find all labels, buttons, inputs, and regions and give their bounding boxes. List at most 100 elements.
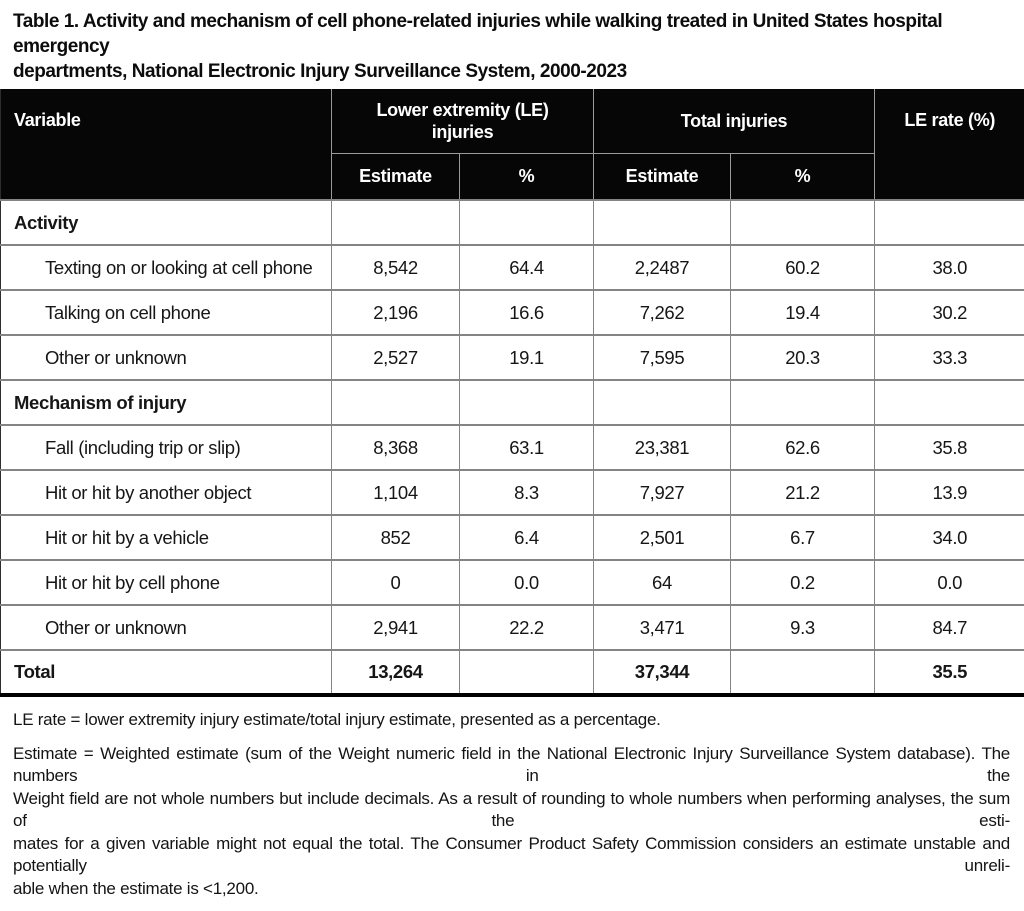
- row-label: Other or unknown: [1, 605, 332, 650]
- le-estimate-cell: 2,196: [332, 290, 460, 335]
- footnote-le-rate: LE rate = lower extremity injury estimat…: [13, 709, 1010, 732]
- le-rate-cell: 34.0: [875, 515, 1024, 560]
- column-group-le-injuries: Lower extremity (LE) injuries: [332, 89, 594, 153]
- section-row-mechanism: Mechanism of injury: [1, 380, 1024, 425]
- total-percent-cell: 20.3: [731, 335, 875, 380]
- le-percent-cell: [460, 200, 594, 245]
- total-estimate-cell: 23,381: [594, 425, 731, 470]
- table-row-fall: Fall (including trip or slip) 8,368 63.1…: [1, 425, 1024, 470]
- le-rate-cell: 0.0: [875, 560, 1024, 605]
- total-percent-cell: 6.7: [731, 515, 875, 560]
- le-percent-cell: [460, 650, 594, 695]
- table-body: Activity Texting on or looking at cell p…: [1, 200, 1024, 695]
- le-percent-cell: 8.3: [460, 470, 594, 515]
- le-estimate-cell: [332, 380, 460, 425]
- row-label: Fall (including trip or slip): [1, 425, 332, 470]
- le-estimate-cell: 1,104: [332, 470, 460, 515]
- column-header-le-rate: LE rate (%): [875, 89, 1024, 200]
- total-percent-cell: [731, 650, 875, 695]
- le-rate-cell: 84.7: [875, 605, 1024, 650]
- table-row-total: Total 13,264 37,344 35.5: [1, 650, 1024, 695]
- total-percent-cell: 0.2: [731, 560, 875, 605]
- total-percent-cell: 21.2: [731, 470, 875, 515]
- total-estimate-cell: 64: [594, 560, 731, 605]
- total-label: Total: [1, 650, 332, 695]
- le-estimate-cell: 852: [332, 515, 460, 560]
- le-percent-cell: 22.2: [460, 605, 594, 650]
- le-rate-cell: 35.8: [875, 425, 1024, 470]
- le-percent-cell: 19.1: [460, 335, 594, 380]
- total-estimate-cell: 2,501: [594, 515, 731, 560]
- total-estimate-cell: 3,471: [594, 605, 731, 650]
- le-estimate-cell: 2,941: [332, 605, 460, 650]
- row-label: Talking on cell phone: [1, 290, 332, 335]
- le-percent-cell: 64.4: [460, 245, 594, 290]
- le-estimate-cell: 8,368: [332, 425, 460, 470]
- total-percent-cell: 60.2: [731, 245, 875, 290]
- section-row-activity: Activity: [1, 200, 1024, 245]
- table-title-line1: Table 1. Activity and mechanism of cell …: [13, 11, 942, 57]
- total-estimate-cell: 7,262: [594, 290, 731, 335]
- section-label: Activity: [1, 200, 332, 245]
- total-percent-cell: 9.3: [731, 605, 875, 650]
- total-percent-cell: 62.6: [731, 425, 875, 470]
- le-estimate-cell: 13,264: [332, 650, 460, 695]
- footnote-estimate-line4: able when the estimate is <1,200.: [13, 878, 1010, 901]
- le-percent-cell: 63.1: [460, 425, 594, 470]
- column-header-total-percent: %: [731, 153, 875, 200]
- total-estimate-cell: [594, 380, 731, 425]
- table-row-texting: Texting on or looking at cell phone 8,54…: [1, 245, 1024, 290]
- row-label: Other or unknown: [1, 335, 332, 380]
- column-header-le-percent: %: [460, 153, 594, 200]
- column-header-le-estimate: Estimate: [332, 153, 460, 200]
- footnotes: LE rate = lower extremity injury estimat…: [0, 697, 1024, 900]
- table-row-mechanism-other: Other or unknown 2,941 22.2 3,471 9.3 84…: [1, 605, 1024, 650]
- footnote-estimate-line3: mates for a given variable might not equ…: [13, 833, 1010, 878]
- table-row-hit-object: Hit or hit by another object 1,104 8.3 7…: [1, 470, 1024, 515]
- le-estimate-cell: 2,527: [332, 335, 460, 380]
- row-label: Texting on or looking at cell phone: [1, 245, 332, 290]
- column-group-total-injuries: Total injuries: [594, 89, 875, 153]
- column-header-total-estimate: Estimate: [594, 153, 731, 200]
- table-title: Table 1. Activity and mechanism of cell …: [0, 0, 1024, 89]
- table-row-hit-vehicle: Hit or hit by a vehicle 852 6.4 2,501 6.…: [1, 515, 1024, 560]
- le-estimate-cell: 0: [332, 560, 460, 605]
- le-rate-cell: [875, 380, 1024, 425]
- column-header-variable: Variable: [1, 89, 332, 200]
- total-estimate-cell: 7,927: [594, 470, 731, 515]
- table-row-hit-cellphone: Hit or hit by cell phone 0 0.0 64 0.2 0.…: [1, 560, 1024, 605]
- footnote-estimate: Estimate = Weighted estimate (sum of the…: [13, 743, 1010, 901]
- total-estimate-cell: 7,595: [594, 335, 731, 380]
- row-label: Hit or hit by cell phone: [1, 560, 332, 605]
- le-percent-cell: 6.4: [460, 515, 594, 560]
- le-rate-cell: 13.9: [875, 470, 1024, 515]
- le-rate-cell: 30.2: [875, 290, 1024, 335]
- footnote-estimate-line1: Estimate = Weighted estimate (sum of the…: [13, 743, 1010, 788]
- injury-table: Variable Lower extremity (LE) injuries T…: [0, 89, 1024, 697]
- le-estimate-cell: [332, 200, 460, 245]
- footnote-estimate-line2: Weight field are not whole numbers but i…: [13, 788, 1010, 833]
- le-percent-cell: [460, 380, 594, 425]
- le-percent-cell: 0.0: [460, 560, 594, 605]
- row-label: Hit or hit by another object: [1, 470, 332, 515]
- le-rate-cell: 38.0: [875, 245, 1024, 290]
- total-percent-cell: [731, 200, 875, 245]
- row-label: Hit or hit by a vehicle: [1, 515, 332, 560]
- total-percent-cell: 19.4: [731, 290, 875, 335]
- table-title-line2: departments, National Electronic Injury …: [13, 61, 627, 82]
- table-header: Variable Lower extremity (LE) injuries T…: [1, 89, 1024, 200]
- header-row-groups: Variable Lower extremity (LE) injuries T…: [1, 89, 1024, 153]
- total-estimate-cell: 2,2487: [594, 245, 731, 290]
- total-estimate-cell: 37,344: [594, 650, 731, 695]
- table-row-talking: Talking on cell phone 2,196 16.6 7,262 1…: [1, 290, 1024, 335]
- le-rate-cell: 33.3: [875, 335, 1024, 380]
- total-percent-cell: [731, 380, 875, 425]
- total-estimate-cell: [594, 200, 731, 245]
- le-rate-cell: 35.5: [875, 650, 1024, 695]
- le-rate-cell: [875, 200, 1024, 245]
- le-estimate-cell: 8,542: [332, 245, 460, 290]
- section-label: Mechanism of injury: [1, 380, 332, 425]
- le-percent-cell: 16.6: [460, 290, 594, 335]
- table-row-activity-other: Other or unknown 2,527 19.1 7,595 20.3 3…: [1, 335, 1024, 380]
